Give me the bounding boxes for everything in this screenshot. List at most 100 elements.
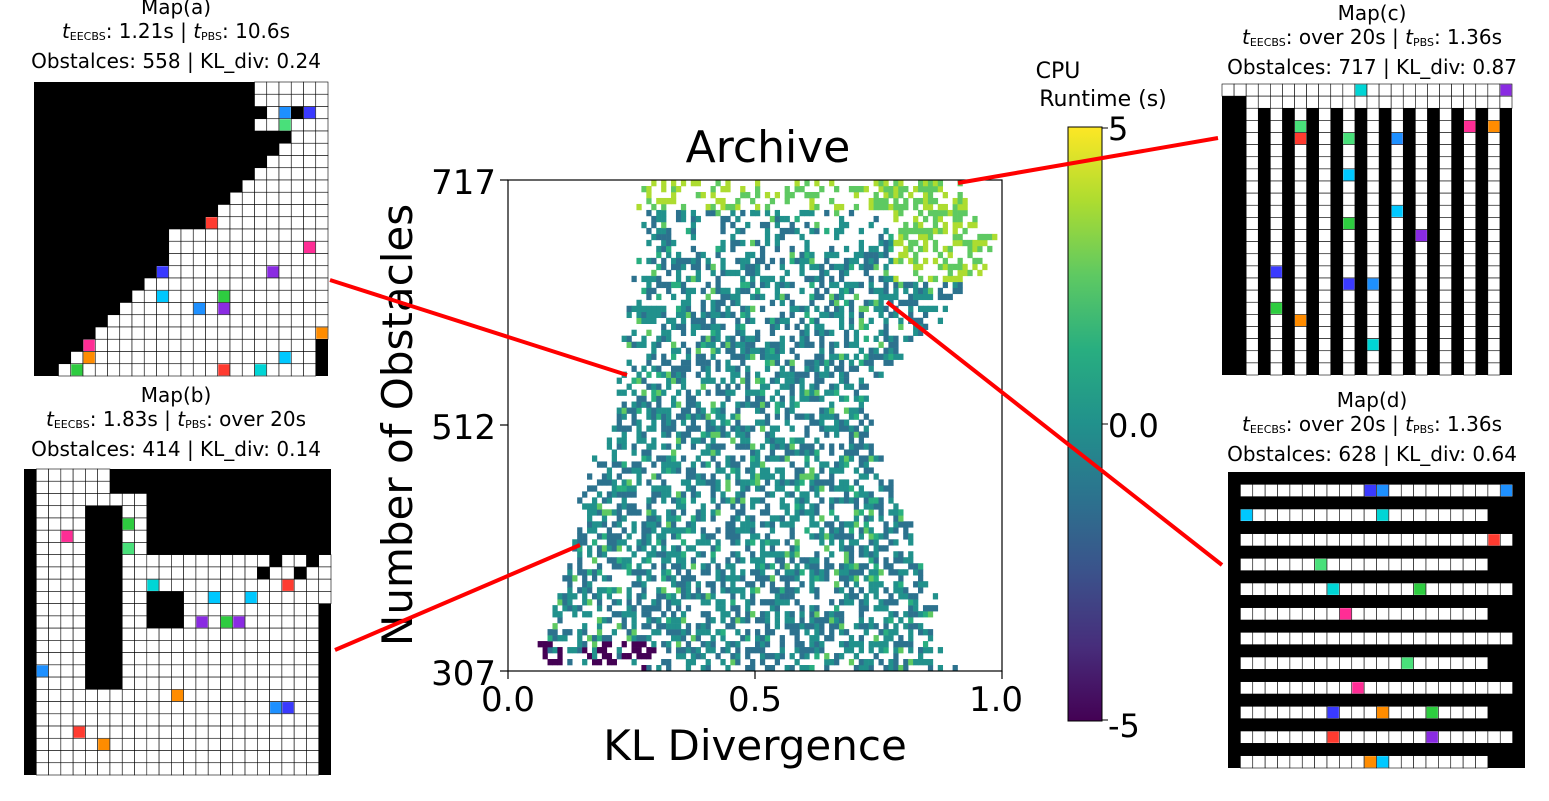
heatmap-cell: [646, 257, 652, 265]
heatmap-cell: [685, 227, 692, 235]
heatmap-cell: [675, 629, 682, 636]
map-free-cell: [1415, 180, 1428, 194]
heatmap-cell: [878, 545, 884, 552]
heatmap-cell: [814, 395, 820, 402]
map-free-cell: [278, 277, 292, 291]
heatmap-cell: [868, 455, 874, 462]
connector-a: [329, 278, 628, 377]
heatmap-cell: [675, 437, 682, 444]
heatmap-cell: [661, 611, 667, 618]
heatmap-cell: [661, 563, 667, 570]
map-free-cell: [1326, 607, 1340, 621]
heatmap-cell: [730, 641, 736, 648]
heatmap-cell: [715, 629, 721, 636]
heatmap-cell: [651, 599, 657, 606]
map-free-cell: [1376, 558, 1390, 571]
heatmap-cell: [577, 539, 583, 546]
map-free-cell: [183, 701, 197, 715]
heatmap-cell: [922, 203, 929, 211]
heatmap-cell: [932, 305, 939, 313]
heatmap-cell: [740, 485, 746, 492]
map-free-cell: [1277, 730, 1291, 744]
map-free-cell: [1342, 289, 1356, 303]
map-free-cell: [1351, 632, 1365, 645]
heatmap-cell: [656, 521, 662, 528]
map-free-cell: [241, 179, 255, 193]
map-free-cell: [241, 191, 255, 205]
heatmap-cell: [858, 251, 864, 259]
map-free-cell: [183, 591, 197, 604]
heatmap-cell: [814, 491, 820, 498]
heatmap-cell: [918, 185, 924, 193]
heatmap-cell: [858, 563, 864, 570]
map-free-cell: [290, 228, 304, 242]
map-free-cell: [1351, 558, 1365, 571]
heatmap-cell: [799, 443, 805, 450]
heatmap-cell: [591, 569, 598, 576]
heatmap-cell: [720, 221, 726, 229]
map-free-cell: [1400, 755, 1414, 769]
map-free-cell: [1366, 289, 1380, 303]
map-free-cell: [1342, 83, 1356, 97]
heatmap-cell: [720, 287, 726, 295]
heatmap-cell: [680, 503, 687, 510]
heatmap-cell: [759, 293, 766, 301]
map-free-cell: [254, 351, 268, 365]
heatmap-cell: [908, 305, 914, 313]
heatmap-cell: [799, 647, 805, 654]
map-free-cell: [48, 480, 62, 494]
heatmap-cell: [794, 341, 800, 348]
map-free-cell: [254, 118, 268, 132]
heatmap-cell: [779, 635, 785, 642]
heatmap-cell: [769, 395, 776, 402]
heatmap-cell: [769, 605, 776, 612]
heatmap-cell: [893, 180, 899, 187]
map-free-cell: [1252, 607, 1266, 621]
map-free-cell: [315, 106, 329, 120]
heatmap-cell: [759, 467, 766, 474]
heatmap-cell: [922, 185, 929, 193]
heatmap-cell: [636, 395, 642, 402]
heatmap-cell: [675, 365, 682, 372]
heatmap-cell: [848, 311, 855, 319]
heatmap-cell: [656, 275, 662, 283]
heatmap-cell: [774, 551, 780, 558]
map-free-cell: [1366, 265, 1380, 279]
heatmap-cell: [562, 635, 568, 642]
heatmap-cell: [814, 605, 820, 612]
heatmap-cell: [685, 425, 692, 432]
map-free-cell: [35, 529, 49, 543]
map-free-cell: [1425, 681, 1439, 695]
heatmap-cell: [784, 449, 790, 456]
heatmap-cell: [646, 425, 652, 432]
map-free-cell: [121, 554, 135, 568]
map-free-cell: [1264, 730, 1278, 744]
heatmap-cell: [937, 287, 944, 295]
heatmap-cell: [838, 479, 845, 486]
heatmap-cell: [695, 587, 701, 594]
heatmap-cell: [883, 180, 889, 187]
heatmap-cell: [680, 587, 687, 594]
heatmap-cell: [838, 533, 845, 540]
map-free-cell: [158, 640, 172, 653]
heatmap-cell: [903, 251, 909, 259]
heatmap-cell: [725, 623, 731, 630]
map-free-cell: [1270, 314, 1283, 327]
heatmap-cell: [695, 347, 701, 354]
heatmap-cell: [735, 443, 741, 450]
heatmap-cell: [631, 377, 637, 384]
heatmap-cell: [755, 191, 761, 199]
map-free-cell: [72, 529, 86, 543]
heatmap-cell: [567, 569, 573, 576]
heatmap-cell: [804, 665, 810, 672]
map-free-cell: [134, 591, 148, 604]
heatmap-cell: [661, 257, 667, 265]
heatmap-cell: [735, 575, 741, 582]
heatmap-cell: [666, 605, 672, 612]
map-free-cell: [278, 216, 292, 230]
heatmap-cell: [700, 335, 706, 342]
heatmap-cell: [606, 605, 613, 612]
heatmap-cell: [774, 599, 780, 606]
map-free-cell: [1439, 180, 1452, 194]
heatmap-cell: [636, 401, 642, 408]
